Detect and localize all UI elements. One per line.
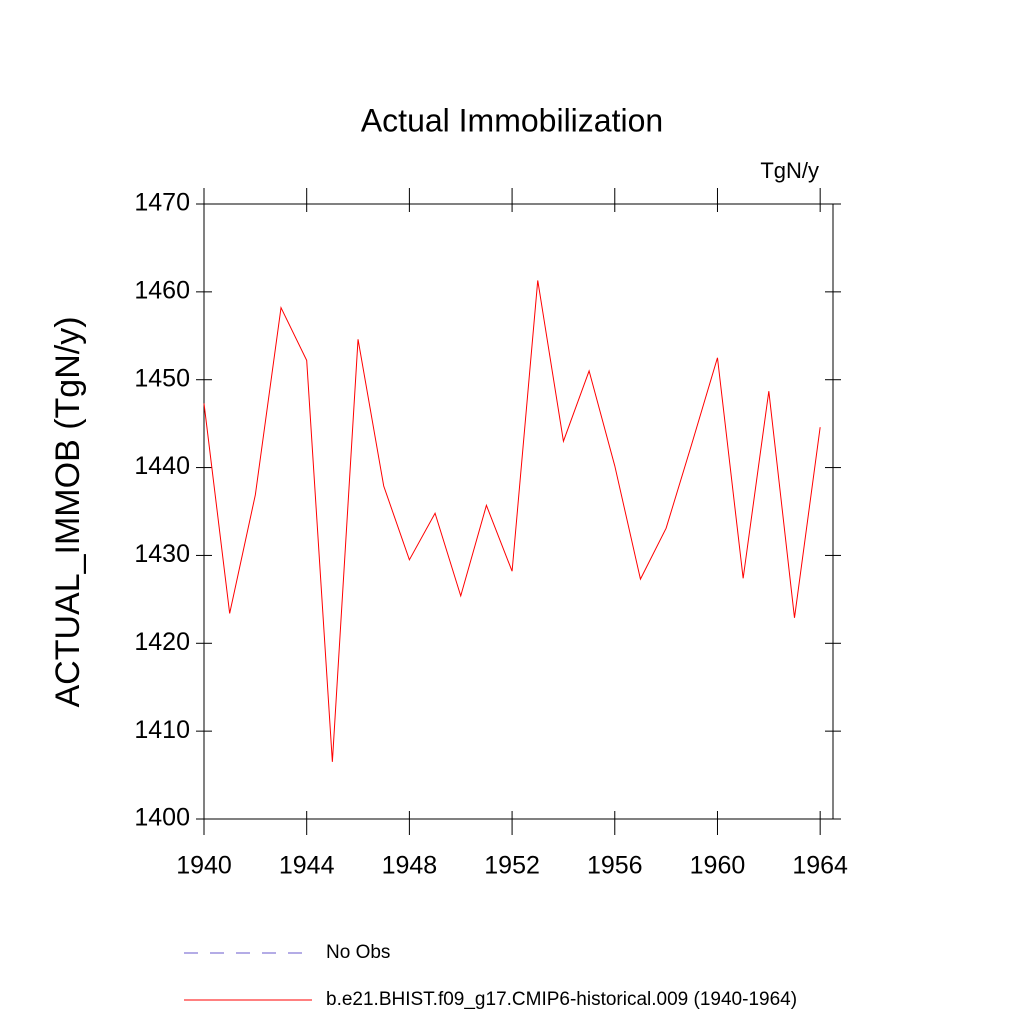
legend-label: b.e21.BHIST.f09_g17.CMIP6-historical.009…: [326, 989, 797, 1010]
y-tick-label: 1400: [134, 804, 190, 832]
x-tick-label: 1964: [792, 852, 848, 880]
plot-frame: [203, 203, 834, 820]
x-tick-label: 1940: [176, 852, 232, 880]
legend-label: No Obs: [326, 942, 390, 963]
y-tick-label: 1460: [134, 276, 190, 304]
y-tick-label: 1410: [134, 716, 190, 744]
units-label: TgN/y: [760, 158, 819, 183]
y-tick-label: 1430: [134, 540, 190, 568]
x-tick-label: 1956: [587, 852, 643, 880]
y-axis-label: ACTUAL_IMMOB (TgN/y): [49, 316, 87, 707]
x-tick-label: 1948: [382, 852, 438, 880]
y-tick-label: 1440: [134, 452, 190, 480]
y-tick-label: 1450: [134, 364, 190, 392]
x-tick-label: 1960: [690, 852, 746, 880]
y-tick-label: 1420: [134, 628, 190, 656]
series-line: [203, 280, 821, 762]
x-tick-label: 1952: [484, 852, 540, 880]
x-tick-label: 1944: [279, 852, 335, 880]
y-tick-label: 1470: [134, 189, 190, 217]
chart-title: Actual Immobilization: [361, 102, 663, 138]
